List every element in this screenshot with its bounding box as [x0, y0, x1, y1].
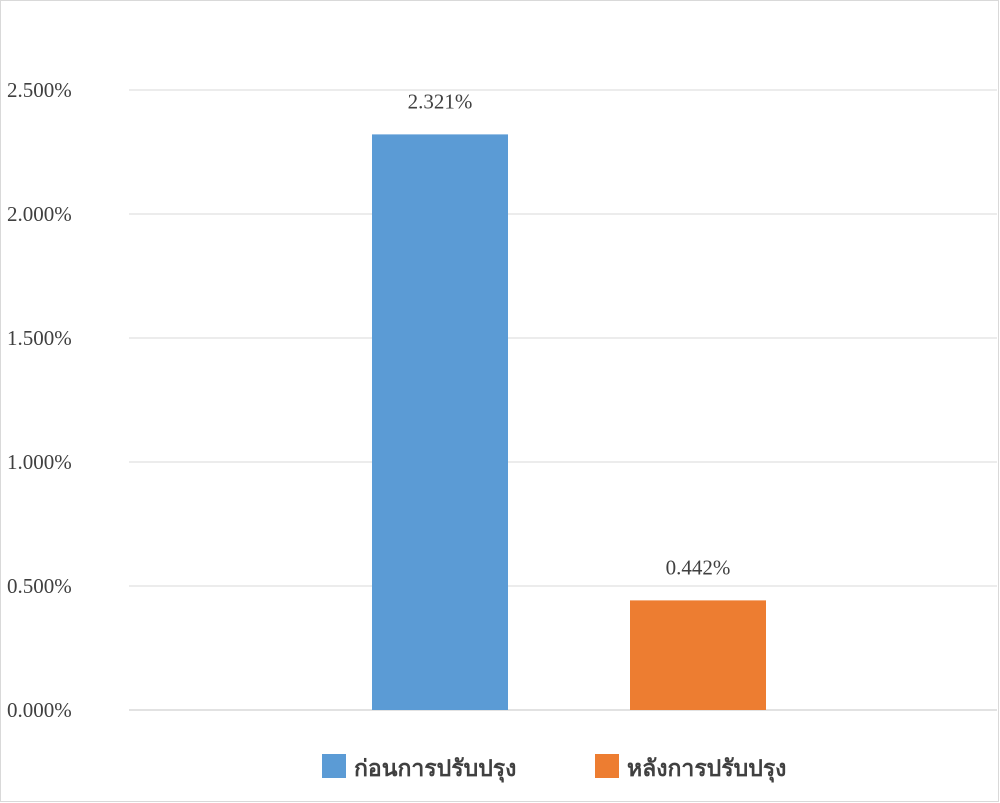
y-tick-label: 1.500% [7, 326, 72, 350]
legend-label: ก่อนการปรับปรุง [354, 756, 516, 783]
gridlines [129, 89, 997, 711]
y-tick-label: 0.000% [7, 698, 72, 722]
y-tick-label: 0.500% [7, 574, 72, 598]
y-tick-label: 2.000% [7, 202, 72, 226]
legend-swatch [595, 754, 619, 778]
y-tick-label: 1.000% [7, 450, 72, 474]
data-label: 2.321% [408, 89, 473, 113]
legend-swatch [322, 754, 346, 778]
data-labels: 2.321% 0.442% [408, 89, 731, 579]
y-tick-label: 2.500% [7, 78, 72, 102]
legend: ก่อนการปรับปรุง หลังการปรับปรุง [322, 754, 786, 783]
bar-before-improvement [372, 134, 508, 711]
y-axis-tick-labels: 0.000% 0.500% 1.000% 1.500% 2.000% 2.500% [7, 78, 72, 722]
legend-label: หลังการปรับปรุง [627, 756, 786, 783]
bar-after-improvement [630, 600, 766, 710]
data-label: 0.442% [666, 555, 731, 579]
bars [372, 134, 766, 711]
